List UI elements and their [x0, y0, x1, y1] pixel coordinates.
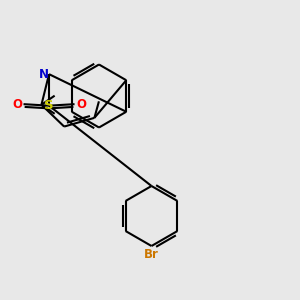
Text: S: S — [44, 99, 54, 112]
Text: O: O — [12, 98, 22, 111]
Text: Br: Br — [144, 248, 159, 261]
Text: O: O — [76, 98, 86, 111]
Text: N: N — [39, 68, 49, 81]
